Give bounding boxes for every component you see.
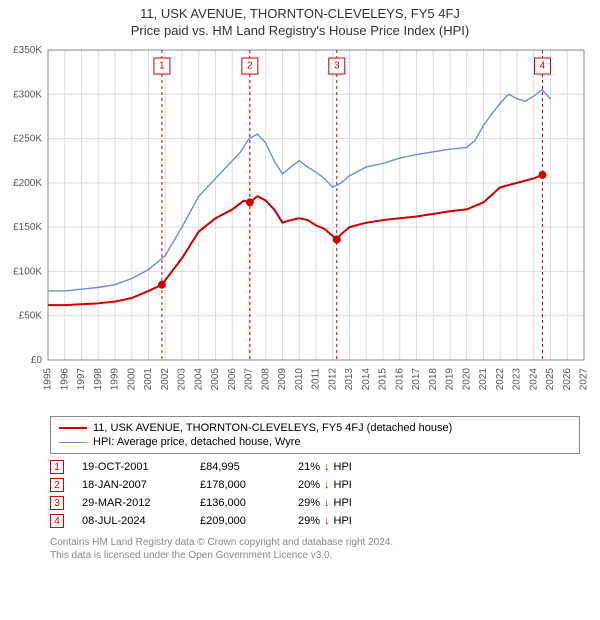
svg-text:2024: 2024 xyxy=(528,368,539,391)
svg-text:1996: 1996 xyxy=(59,368,70,391)
sale-diff: 29% ↓ HPI xyxy=(298,497,398,509)
svg-text:2002: 2002 xyxy=(160,368,171,391)
svg-text:2020: 2020 xyxy=(461,368,472,391)
legend-swatch xyxy=(59,442,87,443)
sale-marker-label: 4 xyxy=(540,61,546,72)
svg-text:2000: 2000 xyxy=(126,368,137,391)
svg-text:£350K: £350K xyxy=(13,45,42,56)
svg-text:1997: 1997 xyxy=(76,368,87,391)
legend-item: HPI: Average price, detached house, Wyre xyxy=(59,435,571,449)
svg-text:£300K: £300K xyxy=(13,89,42,100)
svg-text:2003: 2003 xyxy=(177,368,188,391)
svg-text:2011: 2011 xyxy=(311,368,322,390)
sale-price: £84,995 xyxy=(200,461,280,473)
arrow-down-icon: ↓ xyxy=(324,479,330,491)
sale-row: 2 18-JAN-2007 £178,000 20% ↓ HPI xyxy=(50,476,580,494)
sale-diff: 21% ↓ HPI xyxy=(298,461,398,473)
footer-attribution: Contains HM Land Registry data © Crown c… xyxy=(50,536,580,562)
arrow-down-icon: ↓ xyxy=(324,461,330,473)
footer-line: This data is licensed under the Open Gov… xyxy=(50,549,580,562)
chart-svg: £0 £50K £100K £150K £200K £250K £300K £350K 1995… xyxy=(0,40,600,410)
sale-diff: 20% ↓ HPI xyxy=(298,479,398,491)
sale-price: £136,000 xyxy=(200,497,280,509)
svg-text:1995: 1995 xyxy=(43,368,54,391)
sales-table: 1 19-OCT-2001 £84,995 21% ↓ HPI 2 18-JAN-2007 £1… xyxy=(50,458,580,530)
svg-text:2026: 2026 xyxy=(562,368,573,391)
legend-item: 11, USK AVENUE, THORNTON-CLEVELEYS, FY5 … xyxy=(59,421,571,435)
svg-text:2022: 2022 xyxy=(495,368,506,391)
svg-text:2016: 2016 xyxy=(394,368,405,391)
svg-text:1999: 1999 xyxy=(110,368,121,391)
svg-text:£200K: £200K xyxy=(13,178,42,189)
sale-marker-label: 1 xyxy=(159,61,165,72)
svg-text:2007: 2007 xyxy=(244,368,255,391)
sale-diff-suffix: HPI xyxy=(334,515,352,527)
sale-dot xyxy=(333,236,341,244)
legend: 11, USK AVENUE, THORNTON-CLEVELEYS, FY5 … xyxy=(50,416,580,454)
svg-text:2017: 2017 xyxy=(411,368,422,391)
arrow-down-icon: ↓ xyxy=(324,515,330,527)
sale-diff-suffix: HPI xyxy=(334,479,352,491)
sale-marker-label: 3 xyxy=(334,61,340,72)
arrow-down-icon: ↓ xyxy=(324,497,330,509)
chart-title: 11, USK AVENUE, THORNTON-CLEVELEYS, FY5 … xyxy=(4,6,596,21)
sale-date: 29-MAR-2012 xyxy=(82,497,182,509)
legend-label: 11, USK AVENUE, THORNTON-CLEVELEYS, FY5 … xyxy=(93,422,452,434)
svg-text:2008: 2008 xyxy=(260,368,271,391)
svg-text:2021: 2021 xyxy=(478,368,489,391)
sale-diff-pct: 29% xyxy=(298,515,320,527)
chart-plot: £0 £50K £100K £150K £200K £250K £300K £350K 1995… xyxy=(0,40,600,410)
svg-text:2006: 2006 xyxy=(227,368,238,391)
svg-text:2019: 2019 xyxy=(445,368,456,391)
sale-price: £209,000 xyxy=(200,515,280,527)
sale-diff-pct: 29% xyxy=(298,497,320,509)
sale-row: 4 08-JUL-2024 £209,000 29% ↓ HPI xyxy=(50,512,580,530)
svg-text:2015: 2015 xyxy=(378,368,389,391)
chart-subtitle: Price paid vs. HM Land Registry's House … xyxy=(4,23,596,38)
sale-diff: 29% ↓ HPI xyxy=(298,515,398,527)
sale-dot xyxy=(246,198,254,206)
sale-row: 3 29-MAR-2012 £136,000 29% ↓ HPI xyxy=(50,494,580,512)
svg-text:1998: 1998 xyxy=(93,368,104,391)
sale-marker: 4 xyxy=(50,514,64,528)
svg-text:£250K: £250K xyxy=(13,134,42,145)
svg-text:2013: 2013 xyxy=(344,368,355,391)
sale-marker-label: 2 xyxy=(247,61,253,72)
svg-text:2004: 2004 xyxy=(193,368,204,391)
footer-line: Contains HM Land Registry data © Crown c… xyxy=(50,536,580,549)
svg-text:£0: £0 xyxy=(31,355,43,366)
svg-text:2018: 2018 xyxy=(428,368,439,391)
svg-text:2025: 2025 xyxy=(545,368,556,391)
sale-diff-pct: 21% xyxy=(298,461,320,473)
svg-text:£150K: £150K xyxy=(13,222,42,233)
svg-text:£50K: £50K xyxy=(19,311,43,322)
sale-marker: 2 xyxy=(50,478,64,492)
sale-date: 18-JAN-2007 xyxy=(82,479,182,491)
svg-text:2027: 2027 xyxy=(579,368,590,391)
svg-text:2014: 2014 xyxy=(361,368,372,391)
svg-text:2001: 2001 xyxy=(143,368,154,391)
sale-diff-suffix: HPI xyxy=(334,497,352,509)
chart-titles: 11, USK AVENUE, THORNTON-CLEVELEYS, FY5 … xyxy=(0,0,600,40)
sale-row: 1 19-OCT-2001 £84,995 21% ↓ HPI xyxy=(50,458,580,476)
sale-price: £178,000 xyxy=(200,479,280,491)
chart-container: 11, USK AVENUE, THORNTON-CLEVELEYS, FY5 … xyxy=(0,0,600,562)
legend-swatch xyxy=(59,427,87,429)
sale-diff-suffix: HPI xyxy=(334,461,352,473)
svg-text:2023: 2023 xyxy=(512,368,523,391)
svg-text:2012: 2012 xyxy=(327,368,338,391)
svg-text:£100K: £100K xyxy=(13,266,42,277)
sale-diff-pct: 20% xyxy=(298,479,320,491)
sale-date: 08-JUL-2024 xyxy=(82,515,182,527)
sale-marker: 3 xyxy=(50,496,64,510)
svg-text:2005: 2005 xyxy=(210,368,221,391)
legend-label: HPI: Average price, detached house, Wyre xyxy=(93,436,301,448)
sale-dot xyxy=(158,281,166,289)
svg-text:2009: 2009 xyxy=(277,368,288,391)
svg-text:2010: 2010 xyxy=(294,368,305,391)
sale-date: 19-OCT-2001 xyxy=(82,461,182,473)
sale-dot xyxy=(538,171,546,179)
sale-marker: 1 xyxy=(50,460,64,474)
